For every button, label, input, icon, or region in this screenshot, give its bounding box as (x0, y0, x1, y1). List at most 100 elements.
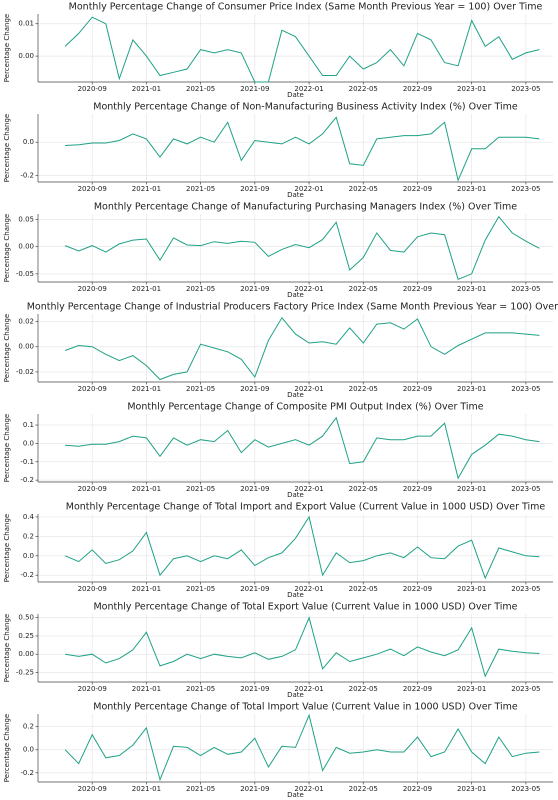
chart-title: Monthly Percentage Change of Manufacturi… (94, 202, 517, 213)
x-tick-label: 2023-05 (511, 485, 540, 493)
x-tick-label: 2020-09 (78, 385, 107, 393)
y-axis-label: Percentage Change (3, 514, 11, 582)
x-tick-label: 2022-09 (403, 485, 432, 493)
x-tick-label: 2021-01 (132, 385, 161, 393)
x-tick-label: 2022-05 (349, 285, 378, 293)
x-tick-label: 2021-09 (240, 385, 269, 393)
y-tick-label: -0.1 (20, 458, 34, 466)
x-tick-label: 2022-09 (403, 785, 432, 793)
x-tick-label: 2020-09 (78, 785, 107, 793)
y-tick-label: -0.2 (20, 476, 34, 484)
x-tick-label: 2022-09 (403, 385, 432, 393)
chart-title: Monthly Percentage Change of Composite P… (127, 402, 483, 413)
y-tick-label: 0.00 (18, 650, 34, 658)
y-tick-label: 0.50 (18, 614, 34, 622)
y-tick-label: -0.05 (16, 270, 34, 278)
x-tick-label: 2021-05 (186, 385, 215, 393)
line (64, 515, 540, 580)
x-tick-label: 2021-09 (240, 185, 269, 193)
x-tick-label: 2022-01 (294, 85, 323, 93)
x-tick-label: 2022-05 (349, 85, 378, 93)
x-axis-label: Date (287, 391, 304, 399)
line (64, 316, 540, 381)
y-axis-label: Percentage Change (3, 114, 11, 182)
x-tick-label: 2020-09 (78, 585, 107, 593)
x-tick-label: 2022-05 (349, 485, 378, 493)
chart-title: Monthly Percentage Change of Consumer Pr… (69, 2, 543, 13)
line (65, 116, 540, 182)
y-axis-label: Percentage Change (3, 314, 11, 382)
x-tick-label: 2021-01 (132, 285, 161, 293)
x-tick-label: 2021-09 (240, 485, 269, 493)
y-tick-label: 0.05 (18, 215, 34, 223)
x-axis-label: Date (287, 91, 304, 99)
x-tick-label: 2021-05 (186, 585, 215, 593)
x-tick-label: 2021-09 (240, 685, 269, 693)
x-tick-label: 2023-01 (457, 85, 486, 93)
y-axis-label: Percentage Change (3, 14, 11, 82)
x-tick-label: 2023-01 (457, 585, 486, 593)
x-tick-label: 2023-05 (511, 685, 540, 693)
line (64, 713, 540, 782)
y-axis-label: Percentage Change (3, 714, 11, 782)
x-tick-label: 2021-01 (132, 785, 161, 793)
x-tick-label: 2023-05 (511, 385, 540, 393)
y-tick-label: 0.0 (23, 552, 34, 560)
x-axis-label: Date (287, 191, 304, 199)
x-tick-label: 2021-09 (240, 785, 269, 793)
x-axis-label: Date (287, 291, 304, 299)
y-tick-label: 0.4 (23, 513, 35, 521)
y-tick-label: 0.2 (23, 532, 34, 540)
x-tick-label: 2022-09 (403, 585, 432, 593)
y-tick-label: 0.0 (23, 138, 34, 146)
y-tick-label: -0.2 (20, 769, 34, 777)
line (65, 416, 540, 480)
y-axis-label: Percentage Change (3, 614, 11, 682)
x-axis-label: Date (287, 491, 304, 499)
x-tick-label: 2022-05 (349, 185, 378, 193)
chart-title: Monthly Percentage Change of Total Impor… (93, 702, 518, 713)
x-tick-label: 2022-05 (349, 685, 378, 693)
y-tick-label: -0.25 (16, 668, 34, 676)
y-tick-label: 0.00 (18, 343, 34, 351)
x-tick-label: 2021-05 (186, 685, 215, 693)
y-tick-label: -0.2 (20, 171, 34, 179)
x-tick-label: 2021-09 (240, 585, 269, 593)
x-tick-label: 2023-01 (457, 385, 486, 393)
x-tick-label: 2020-09 (78, 85, 107, 93)
x-tick-label: 2023-05 (511, 185, 540, 193)
x-tick-label: 2020-09 (78, 485, 107, 493)
x-tick-label: 2021-01 (132, 585, 161, 593)
x-tick-label: 2022-01 (294, 185, 323, 193)
y-tick-label: 0.00 (18, 52, 34, 60)
chart-title: Monthly Percentage Change of Total Impor… (66, 502, 546, 513)
x-tick-label: 2021-05 (186, 785, 215, 793)
x-tick-label: 2021-01 (132, 185, 161, 193)
x-tick-label: 2022-09 (403, 185, 432, 193)
x-tick-label: 2020-09 (78, 285, 107, 293)
x-tick-label: 2021-05 (186, 185, 215, 193)
x-tick-label: 2020-09 (78, 185, 107, 193)
x-tick-label: 2022-09 (403, 285, 432, 293)
y-tick-label: -0.2 (20, 571, 34, 579)
x-tick-label: 2023-01 (457, 485, 486, 493)
x-tick-label: 2023-01 (457, 285, 486, 293)
x-tick-label: 2022-01 (294, 285, 323, 293)
x-tick-label: 2022-01 (294, 385, 323, 393)
x-tick-label: 2022-01 (294, 585, 323, 593)
y-tick-label: 0.01 (18, 20, 34, 28)
x-tick-label: 2023-05 (511, 85, 540, 93)
y-tick-label: 0.25 (18, 632, 34, 640)
x-axis-label: Date (287, 791, 304, 799)
y-tick-label: 0.1 (23, 421, 34, 429)
line (64, 215, 540, 280)
x-axis-label: Date (287, 691, 304, 699)
x-axis-label: Date (287, 591, 304, 599)
chart-title: Monthly Percentage Change of Total Expor… (93, 602, 517, 613)
y-tick-label: 0.0 (23, 439, 34, 447)
x-tick-label: 2023-01 (457, 185, 486, 193)
x-tick-label: 2023-05 (511, 785, 540, 793)
y-axis-label: Percentage Change (3, 214, 11, 282)
y-tick-label: -0.02 (16, 368, 34, 376)
